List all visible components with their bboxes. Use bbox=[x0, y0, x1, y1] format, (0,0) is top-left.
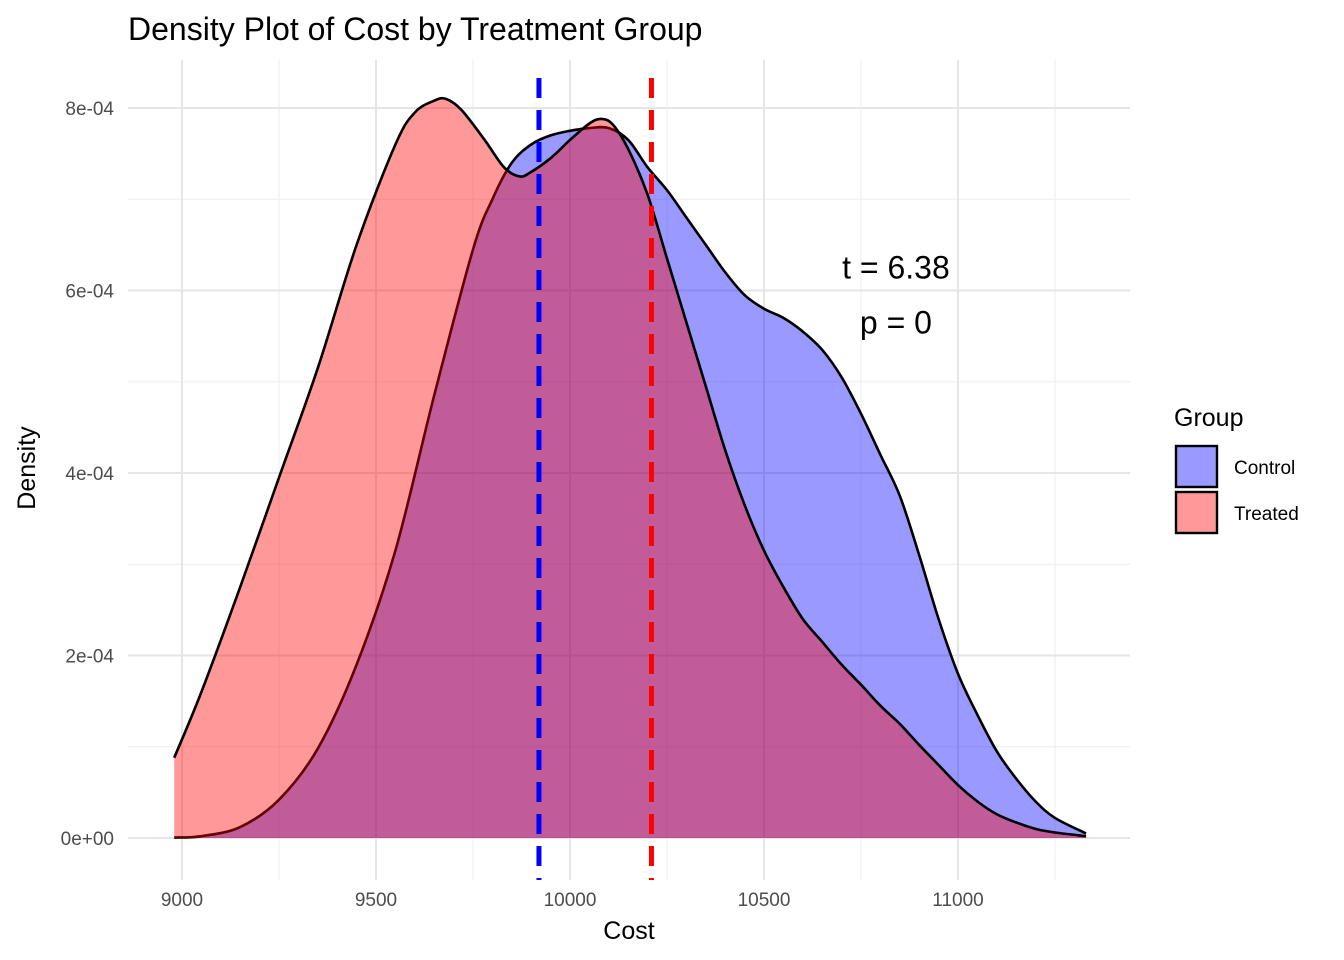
mean-lines bbox=[536, 78, 654, 880]
density-areas bbox=[173, 96, 1087, 839]
legend-key-bg bbox=[1176, 446, 1217, 487]
density-fill-treated bbox=[174, 98, 1087, 838]
grid bbox=[128, 60, 1130, 880]
y-tick-label: 6e-04 bbox=[65, 282, 114, 303]
x-tick-label: 11000 bbox=[932, 890, 983, 911]
y-tick-label: 8e-04 bbox=[65, 99, 114, 120]
annotations: t = 6.38 p = 0 bbox=[842, 250, 950, 341]
stat-annotation: p = 0 bbox=[860, 304, 932, 340]
y-tick-label: 4e-04 bbox=[65, 464, 114, 485]
chart-title: Density Plot of Cost by Treatment Group bbox=[128, 11, 702, 47]
x-tick-label: 10000 bbox=[544, 890, 597, 911]
x-axis-ticks: 9000 9500 10000 10500 11000 bbox=[161, 890, 984, 911]
x-tick-label: 9500 bbox=[355, 890, 397, 911]
y-tick-label: 2e-04 bbox=[65, 647, 114, 668]
legend-key-bg bbox=[1176, 492, 1217, 533]
density-curve-control bbox=[174, 125, 1087, 839]
legend-key-treated bbox=[1174, 490, 1219, 535]
y-axis-title: Density bbox=[13, 426, 41, 510]
legend-label-treated: Treated bbox=[1234, 504, 1299, 525]
x-tick-label: 10500 bbox=[738, 890, 791, 911]
legend-key-control bbox=[1174, 444, 1219, 489]
density-curve-treated bbox=[173, 96, 1087, 838]
legend-title: Group bbox=[1174, 404, 1243, 432]
density-fill-control bbox=[174, 127, 1087, 839]
stat-annotation: t = 6.38 bbox=[842, 250, 950, 286]
y-axis-ticks: 0e+00 2e-04 4e-04 6e-04 8e-04 bbox=[61, 99, 115, 850]
x-axis-title: Cost bbox=[603, 917, 654, 945]
x-tick-label: 9000 bbox=[161, 890, 203, 911]
legend-label-control: Control bbox=[1234, 458, 1295, 479]
legend: Group Control Treated bbox=[1174, 404, 1299, 535]
y-tick-label: 0e+00 bbox=[61, 829, 114, 850]
